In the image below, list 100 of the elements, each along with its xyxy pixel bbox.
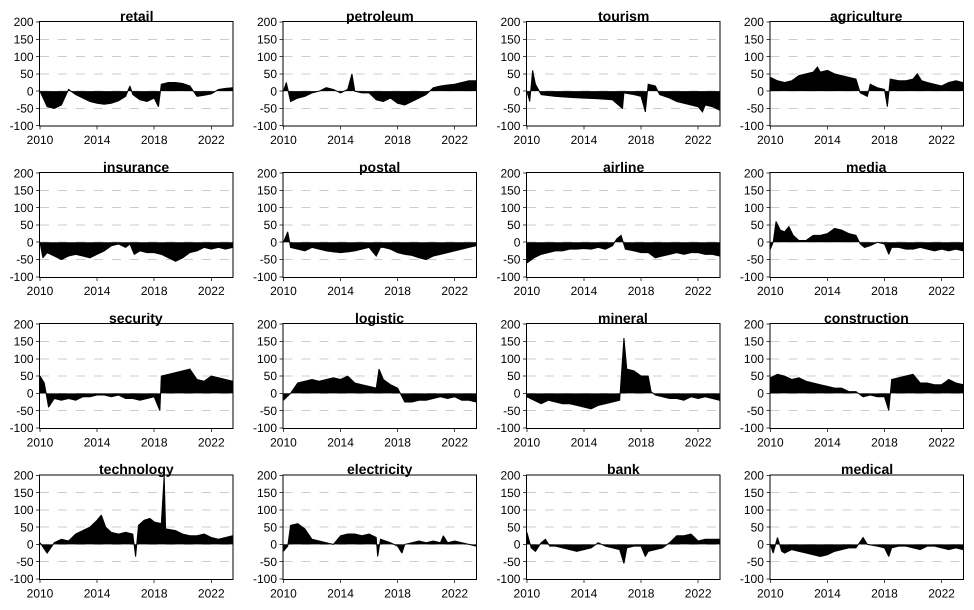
y-tick-label: -50 [16,554,34,569]
y-tick-label: 100 [744,50,764,64]
y-tick-label: 150 [744,486,764,500]
y-tick-label: 0 [270,538,278,552]
x-tick-label: 2010 [26,586,54,600]
y-tick-label: 100 [500,503,521,518]
x-tick-label: 2010 [756,133,784,148]
y-tick-label: 150 [257,32,278,46]
x-tick-label: 2014 [570,284,598,298]
x-tick-label: 2014 [814,284,842,298]
y-tick-label: 200 [500,468,521,482]
chart-title: agriculture [830,8,903,24]
y-tick-label: 200 [744,317,764,332]
y-tick-label: 100 [744,352,764,366]
x-tick-label: 2022 [928,586,956,600]
y-tick-label: 200 [500,15,521,30]
y-tick-label: 100 [744,200,764,215]
y-tick-label: -100 [740,118,764,133]
y-tick-label: 100 [500,352,521,366]
y-tick-label: -100 [10,118,34,133]
y-tick-label: 50 [264,218,278,232]
x-tick-label: 2010 [270,586,298,600]
y-tick-label: -50 [503,554,521,569]
x-tick-label: 2018 [871,435,898,450]
y-tick-label: 150 [500,32,521,46]
y-tick-label: 0 [514,235,521,250]
x-tick-label: 2022 [441,133,468,148]
y-tick-label: 0 [26,386,34,401]
y-tick-label: 100 [14,503,34,518]
y-tick-label: -100 [496,421,521,436]
y-tick-label: 50 [20,67,34,82]
y-tick-label: -100 [740,572,764,586]
y-tick-label: 150 [744,184,764,198]
y-tick-label: 200 [14,468,34,482]
y-tick-label: 0 [26,84,34,98]
y-tick-label: 0 [757,235,764,250]
chart-title: media [846,159,887,175]
y-tick-label: -100 [496,270,521,284]
x-tick-label: 2022 [928,133,956,148]
y-tick-label: -100 [253,270,278,284]
y-tick-label: -100 [496,572,521,586]
x-tick-label: 2022 [441,435,468,450]
y-tick-label: 0 [270,386,278,401]
x-tick-label: 2022 [928,435,956,450]
x-tick-label: 2010 [514,133,541,148]
y-tick-label: -100 [496,118,521,133]
chart-title: bank [607,461,640,477]
y-tick-label: -50 [746,554,764,569]
x-tick-label: 2018 [384,435,412,450]
y-tick-label: 100 [14,200,34,215]
x-tick-label: 2022 [684,133,712,148]
y-tick-label: 150 [500,184,521,198]
y-tick-label: 150 [744,334,764,349]
x-tick-label: 2010 [26,133,54,148]
y-tick-label: -50 [16,102,34,116]
y-tick-label: 200 [257,468,278,482]
y-tick-label: 50 [264,520,278,534]
y-tick-label: -50 [260,102,278,116]
x-tick-label: 2010 [26,435,54,450]
y-tick-label: 150 [500,334,521,349]
x-tick-label: 2018 [628,435,655,450]
chart-title: construction [824,310,909,326]
y-tick-label: 0 [514,84,521,98]
y-tick-label: 150 [257,184,278,198]
y-tick-label: 200 [257,317,278,332]
y-tick-label: 200 [257,166,278,180]
x-tick-label: 2018 [871,586,898,600]
chart-title: postal [359,159,400,175]
x-tick-label: 2022 [198,284,225,298]
x-tick-label: 2022 [684,586,712,600]
y-tick-label: 100 [14,50,34,64]
x-tick-label: 2022 [198,133,225,148]
x-tick-label: 2014 [84,133,111,148]
x-tick-label: 2018 [628,133,655,148]
y-tick-label: 200 [744,166,764,180]
y-tick-label: -100 [740,270,764,284]
y-tick-label: 50 [264,369,278,384]
y-tick-label: 50 [750,369,764,384]
y-tick-label: -100 [253,572,278,586]
y-tick-label: 150 [500,486,521,500]
y-tick-label: 150 [257,486,278,500]
y-tick-label: -50 [746,102,764,116]
x-tick-label: 2010 [514,284,541,298]
x-tick-label: 2010 [514,435,541,450]
y-tick-label: 0 [757,84,764,98]
y-tick-label: 200 [744,15,764,30]
y-tick-label: 50 [750,67,764,82]
y-tick-label: 0 [757,386,764,401]
x-tick-label: 2014 [570,435,598,450]
x-tick-label: 2018 [628,284,655,298]
y-tick-label: 100 [257,50,278,64]
x-tick-label: 2010 [270,133,298,148]
x-tick-label: 2018 [628,586,655,600]
y-tick-label: -50 [503,404,521,418]
y-tick-label: 0 [514,538,521,552]
y-tick-label: 150 [257,334,278,349]
y-tick-label: -100 [10,572,34,586]
x-tick-label: 2022 [441,284,468,298]
y-tick-label: 0 [270,84,278,98]
y-tick-label: 100 [500,200,521,215]
